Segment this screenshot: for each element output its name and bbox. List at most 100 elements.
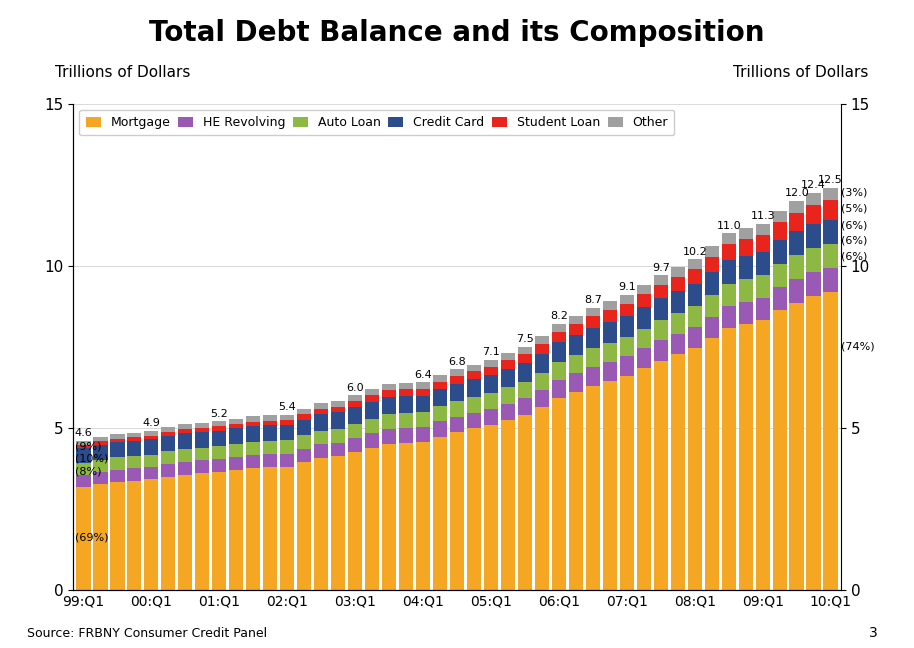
Text: 3: 3: [868, 625, 877, 640]
Bar: [824, 200, 838, 220]
Bar: [484, 424, 498, 590]
Bar: [382, 390, 397, 397]
Bar: [331, 456, 345, 590]
Bar: [620, 304, 634, 316]
Bar: [433, 437, 447, 590]
Bar: [348, 424, 362, 438]
Bar: [433, 406, 447, 421]
Bar: [772, 264, 787, 287]
Bar: [654, 320, 668, 340]
Bar: [586, 386, 600, 590]
Bar: [246, 468, 260, 590]
Bar: [416, 389, 430, 395]
Bar: [365, 389, 379, 395]
Bar: [721, 233, 736, 244]
Bar: [721, 260, 736, 284]
Bar: [637, 329, 651, 349]
Text: 4.6: 4.6: [74, 428, 92, 438]
Bar: [586, 367, 600, 386]
Bar: [602, 380, 617, 590]
Bar: [93, 472, 108, 484]
Bar: [721, 306, 736, 329]
Bar: [348, 407, 362, 424]
Text: Trillions of Dollars: Trillions of Dollars: [55, 65, 190, 80]
Bar: [212, 430, 227, 446]
Bar: [772, 240, 787, 264]
Bar: [144, 431, 158, 435]
Bar: [212, 421, 227, 426]
Bar: [467, 397, 481, 413]
Bar: [382, 414, 397, 429]
Bar: [535, 336, 549, 344]
Bar: [93, 445, 108, 459]
Bar: [602, 310, 617, 322]
Text: (3%): (3%): [841, 188, 867, 198]
Bar: [144, 455, 158, 467]
Bar: [790, 231, 804, 255]
Bar: [450, 417, 464, 432]
Bar: [569, 373, 583, 392]
Bar: [721, 284, 736, 306]
Text: 6.8: 6.8: [448, 357, 466, 367]
Text: Total Debt Balance and its Composition: Total Debt Balance and its Composition: [149, 19, 765, 47]
Bar: [772, 222, 787, 240]
Bar: [178, 449, 193, 462]
Bar: [76, 448, 90, 463]
Bar: [263, 421, 277, 425]
Bar: [76, 445, 90, 448]
Bar: [671, 291, 685, 313]
Bar: [637, 285, 651, 294]
Bar: [195, 423, 209, 428]
Bar: [195, 448, 209, 460]
Bar: [484, 375, 498, 393]
Bar: [246, 417, 260, 422]
Bar: [382, 397, 397, 414]
Bar: [467, 371, 481, 379]
Bar: [246, 455, 260, 468]
Bar: [552, 380, 566, 398]
Bar: [790, 279, 804, 303]
Bar: [586, 316, 600, 328]
Bar: [739, 279, 753, 302]
Text: Trillions of Dollars: Trillions of Dollars: [733, 65, 868, 80]
Bar: [263, 454, 277, 467]
Bar: [450, 432, 464, 590]
Bar: [739, 239, 753, 256]
Bar: [517, 415, 532, 590]
Bar: [687, 259, 702, 269]
Bar: [517, 347, 532, 354]
Bar: [517, 382, 532, 399]
Bar: [790, 303, 804, 590]
Bar: [127, 469, 142, 481]
Text: 9.7: 9.7: [652, 263, 670, 273]
Bar: [806, 272, 821, 296]
Bar: [382, 443, 397, 590]
Bar: [246, 442, 260, 455]
Bar: [654, 361, 668, 590]
Bar: [756, 320, 770, 590]
Bar: [824, 188, 838, 200]
Bar: [433, 375, 447, 382]
Bar: [314, 409, 328, 415]
Bar: [348, 401, 362, 407]
Bar: [416, 395, 430, 413]
Bar: [484, 393, 498, 409]
Bar: [229, 428, 243, 444]
Bar: [297, 462, 312, 590]
Bar: [620, 337, 634, 356]
Text: 5.2: 5.2: [210, 409, 228, 419]
Bar: [756, 252, 770, 275]
Bar: [314, 415, 328, 431]
Bar: [76, 475, 90, 487]
Bar: [433, 382, 447, 389]
Text: (6%): (6%): [841, 235, 867, 246]
Bar: [517, 399, 532, 415]
Bar: [399, 383, 413, 389]
Bar: [263, 415, 277, 421]
Bar: [212, 446, 227, 459]
Bar: [127, 456, 142, 469]
Bar: [229, 470, 243, 590]
Bar: [433, 389, 447, 406]
Bar: [535, 373, 549, 390]
Bar: [297, 449, 312, 462]
